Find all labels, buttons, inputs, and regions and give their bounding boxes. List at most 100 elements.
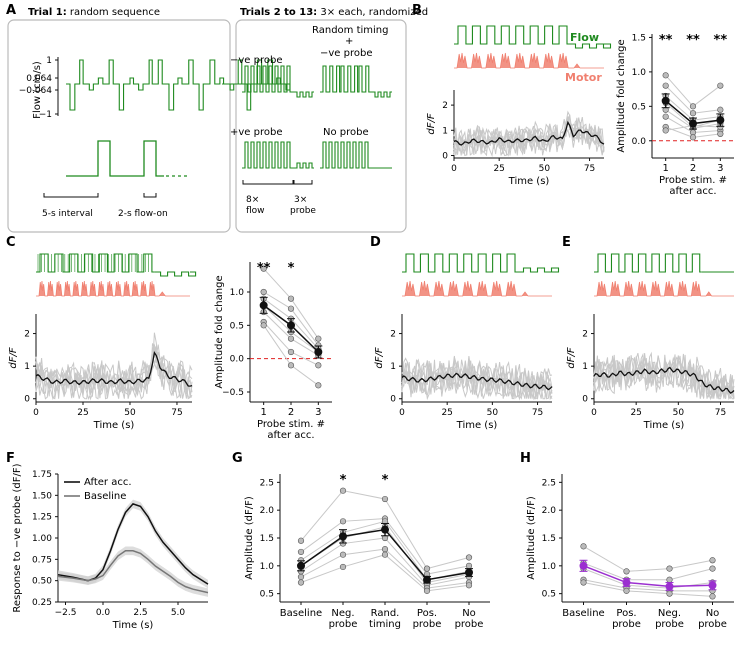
panel-letter-h: H (520, 451, 531, 466)
x-tick-label: −2.5 (55, 608, 77, 618)
individual-line (583, 579, 713, 592)
mean-point (339, 532, 347, 541)
x-tick-label: 25 (493, 164, 504, 174)
y-tick-label: 2.5 (542, 478, 556, 488)
x-category-label: Neg. (331, 608, 354, 619)
individual-point (465, 582, 473, 589)
y-tick-label: 0.5 (230, 321, 244, 331)
y-axis-label: dF/F (566, 347, 577, 368)
x-axis-label: Time (s) (643, 420, 685, 431)
motor-trace (594, 280, 734, 297)
individual-point (339, 487, 347, 494)
y-tick-label: 1.0 (260, 562, 275, 572)
x-tick-label: 25 (630, 408, 641, 418)
x-category-label: Rand. (371, 608, 400, 619)
panel-letter-c: C (6, 235, 16, 250)
individual-point (623, 587, 630, 594)
individual-point (315, 362, 322, 369)
flow-probe-tail (569, 43, 612, 49)
panel-letter-g: G (232, 451, 243, 466)
individual-point (423, 565, 431, 572)
individual-trace (401, 358, 553, 400)
x-tick-label: 25 (77, 408, 88, 418)
x-tick-label: 0 (591, 408, 597, 418)
individual-trace (401, 362, 553, 400)
y-axis-label: Amplitude fold change (214, 275, 225, 388)
panel-a-probe-word: probe (290, 206, 316, 216)
individual-point (287, 305, 295, 312)
panel-b-flow-label: Flow (570, 31, 599, 44)
panel-a-cond-pos-probe: +ve probe (230, 127, 283, 138)
x-tick-label: 50 (124, 408, 136, 418)
significance-star: * (340, 473, 347, 488)
x-tick-label: 0 (399, 408, 405, 418)
a-random-flow-trace (66, 59, 291, 111)
x-axis-label: Time (s) (508, 176, 550, 187)
y-tick-label: −0.5 (222, 388, 244, 398)
a-y-tick-label: 0.064 (26, 74, 52, 84)
individual-point (423, 587, 431, 594)
individual-trace (35, 348, 192, 401)
x-category-label: probe (413, 619, 442, 630)
x-tick-label: 1 (260, 407, 266, 418)
a-example-pulses (66, 140, 164, 177)
x-tick-label: 2 (690, 163, 696, 174)
a-interval-bracket (43, 193, 99, 198)
x-axis-label: Probe stim. # (257, 419, 325, 430)
y-tick-label: 1.0 (230, 288, 245, 298)
y-tick-label: 2 (582, 330, 588, 340)
mean-trace (401, 372, 553, 391)
x-category-label: probe (698, 619, 727, 630)
y-tick-label: 1.50 (32, 491, 52, 501)
y-tick-label: 2.0 (260, 506, 275, 516)
y-tick-label: 0 (442, 151, 448, 161)
y-axis-label: Response to −ve probe (dF/F) (12, 463, 23, 612)
x-tick-label: 75 (584, 164, 595, 174)
individual-point (287, 335, 295, 342)
panel-a-box2 (235, 19, 407, 233)
mean-point (423, 575, 431, 584)
y-tick-label: 2.0 (542, 506, 557, 516)
individual-point (260, 322, 267, 329)
mean-point (287, 321, 295, 330)
individual-trace (35, 354, 193, 400)
significance-star: ** (659, 33, 673, 48)
individual-point (297, 579, 305, 586)
a-condition-trace (242, 141, 314, 169)
x-category-label: Baseline (280, 608, 322, 619)
individual-point (297, 548, 305, 556)
y-tick-label: 1 (390, 362, 396, 372)
y-tick-label: 2 (442, 101, 448, 111)
significance-star: * (382, 473, 389, 488)
individual-point (717, 82, 724, 89)
motor-trace (402, 280, 552, 297)
y-tick-label: 0 (582, 395, 588, 405)
individual-point (689, 103, 697, 110)
y-tick-label: 0 (390, 395, 396, 405)
individual-point (662, 72, 669, 79)
y-tick-label: 1.25 (32, 513, 52, 523)
panel-a-box1-title: Trial 1: random sequence (28, 7, 160, 18)
x-tick-label: 75 (715, 408, 726, 418)
a-y-tick-label: −0.064 (19, 86, 53, 96)
y-tick-label: 2.5 (260, 478, 274, 488)
x-axis-label: after acc. (669, 186, 716, 197)
y-tick-label: 1.00 (32, 534, 52, 544)
legend-label: After acc. (84, 477, 132, 488)
x-axis-label: Time (s) (112, 620, 154, 631)
panel-a-cond-neg-probe: −ve probe (230, 55, 283, 66)
significance-star: ** (257, 261, 271, 276)
x-tick-label: 0 (451, 164, 457, 174)
panel-letter-e: E (562, 235, 571, 250)
x-category-label: No (462, 608, 476, 619)
y-tick-label: 2 (390, 330, 396, 340)
x-category-label: Neg. (658, 608, 681, 619)
mean-trace (453, 120, 605, 146)
y-axis-label: Amplitude fold change (616, 39, 627, 152)
individual-trace (35, 344, 193, 400)
panel-a-flow-word: flow (246, 206, 265, 216)
individual-point (662, 82, 669, 89)
individual-point (709, 593, 716, 600)
